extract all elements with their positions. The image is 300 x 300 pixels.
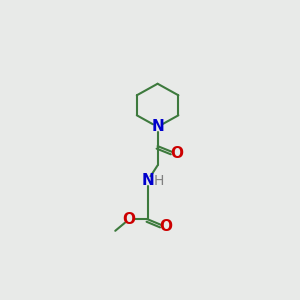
Text: N: N bbox=[151, 119, 164, 134]
Text: H: H bbox=[153, 174, 164, 188]
Text: O: O bbox=[170, 146, 183, 161]
Text: O: O bbox=[123, 212, 136, 227]
Text: N: N bbox=[141, 173, 154, 188]
Text: O: O bbox=[160, 220, 172, 235]
